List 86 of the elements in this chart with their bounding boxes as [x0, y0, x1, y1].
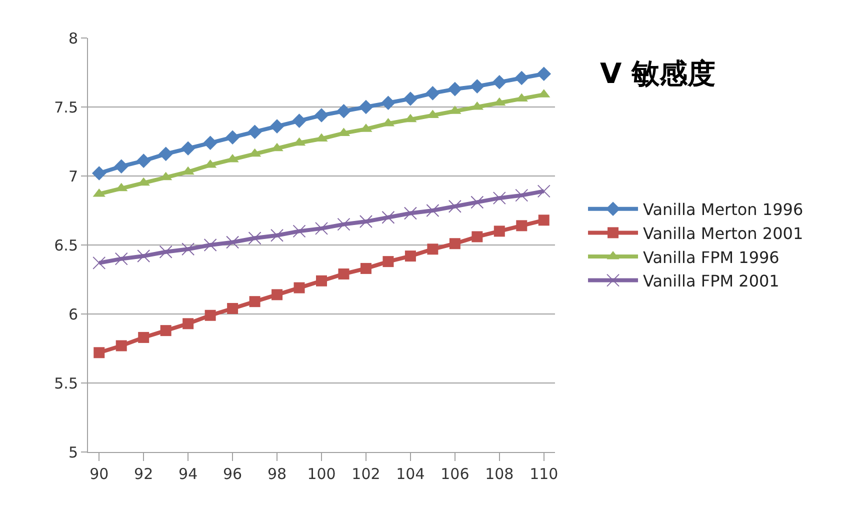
x-tick-label: 104 — [396, 465, 425, 483]
point — [336, 104, 351, 118]
point — [116, 340, 127, 352]
point — [315, 222, 328, 235]
point — [360, 262, 372, 274]
y-tick-label: 5 — [68, 443, 78, 462]
legend-label: Vanilla FPM 2001 — [643, 272, 780, 291]
point — [403, 92, 418, 106]
point — [94, 347, 105, 358]
point — [180, 141, 196, 156]
point — [92, 256, 106, 270]
legend-label: Vanilla Merton 1996 — [643, 200, 804, 220]
x-tick-label: 100 — [307, 465, 336, 483]
point — [182, 318, 194, 330]
point — [314, 108, 329, 122]
point — [248, 124, 262, 139]
point — [470, 196, 484, 209]
point — [494, 226, 505, 237]
y-tick-label: 7.5 — [54, 98, 78, 116]
point — [114, 159, 129, 174]
point — [272, 289, 283, 300]
point — [204, 238, 217, 252]
legend-label: Vanilla FPM 1996 — [643, 248, 780, 267]
point — [270, 119, 284, 134]
x-tick-label: 98 — [267, 465, 287, 483]
point — [316, 275, 327, 286]
point — [338, 268, 350, 280]
point — [136, 154, 151, 168]
point — [182, 242, 195, 256]
point — [292, 114, 306, 128]
point — [472, 231, 483, 242]
point — [292, 224, 306, 238]
point — [114, 252, 128, 266]
point — [359, 215, 372, 228]
point — [137, 250, 150, 263]
point — [226, 236, 240, 249]
text: V 敏感度 — [600, 57, 716, 90]
x-tick-label: 102 — [352, 465, 380, 483]
point — [337, 218, 350, 231]
legend-label: Vanilla Merton 2001 — [643, 224, 804, 243]
point — [203, 136, 218, 150]
point — [514, 70, 529, 86]
x-tick-label: 92 — [134, 465, 154, 483]
point — [449, 238, 460, 250]
point — [404, 206, 417, 220]
point — [492, 75, 507, 90]
point — [358, 100, 374, 114]
point — [227, 302, 238, 314]
point — [426, 204, 440, 217]
point — [382, 256, 394, 268]
x-tick-label: 110 — [530, 465, 558, 483]
point — [159, 245, 172, 258]
point — [492, 192, 506, 205]
point — [158, 146, 173, 162]
x-tick-label: 94 — [178, 465, 198, 483]
point — [248, 232, 262, 245]
point — [381, 96, 396, 110]
point — [515, 188, 528, 202]
point — [536, 66, 552, 82]
point — [225, 130, 240, 145]
point — [138, 332, 150, 343]
point — [404, 250, 416, 262]
point — [204, 310, 216, 321]
point — [249, 296, 260, 308]
point — [538, 214, 550, 226]
y-tick-label: 6 — [68, 305, 78, 324]
y-tick-label: 8 — [68, 29, 78, 48]
point — [516, 220, 528, 232]
x-tick-label: 108 — [485, 465, 514, 483]
point — [448, 200, 462, 213]
y-tick-label: 7 — [68, 167, 78, 186]
point — [92, 166, 106, 180]
x-tick-label: 90 — [90, 465, 109, 483]
point — [448, 82, 462, 96]
point — [426, 86, 440, 100]
point — [537, 184, 550, 198]
x-tick-label: 106 — [440, 465, 470, 483]
y-tick-label: 5.5 — [54, 374, 78, 392]
point — [160, 325, 172, 336]
point — [470, 79, 484, 94]
y-tick-label: 6.5 — [54, 236, 78, 254]
point — [427, 244, 438, 255]
point — [382, 210, 395, 224]
point — [270, 228, 284, 242]
point — [294, 282, 305, 294]
x-tick-label: 96 — [223, 465, 242, 483]
